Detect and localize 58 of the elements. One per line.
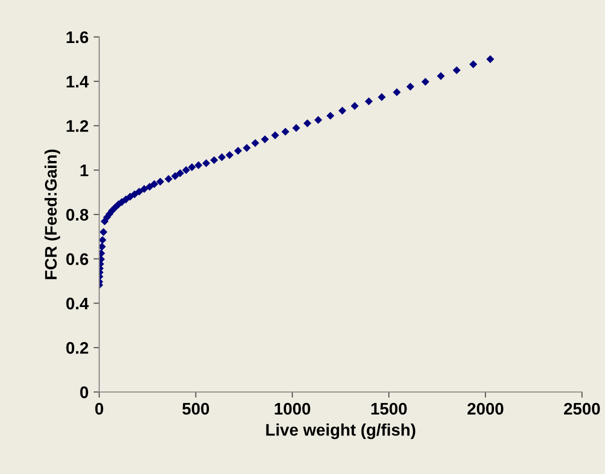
- point: [99, 242, 106, 251]
- point: [303, 119, 312, 128]
- point: [188, 163, 196, 172]
- point: [218, 153, 226, 162]
- y-axis-title: FCR (Feed:Gain): [44, 150, 60, 280]
- point: [292, 124, 300, 132]
- y-tick-label: 1.6: [66, 31, 88, 44]
- point: [99, 236, 106, 244]
- point: [146, 182, 154, 191]
- point: [126, 192, 134, 201]
- point: [392, 88, 401, 96]
- point: [406, 82, 414, 91]
- point: [135, 188, 144, 196]
- point: [130, 190, 138, 198]
- point: [314, 116, 322, 124]
- x-tick-label: 2000: [467, 402, 504, 415]
- point: [182, 166, 190, 174]
- x-tick-label: 1000: [274, 402, 310, 415]
- x-tick-label: 0: [95, 402, 104, 415]
- point: [469, 60, 478, 68]
- y-tick-label: 1.2: [66, 120, 88, 132]
- y-tick-label: 1.4: [66, 76, 89, 88]
- point: [210, 156, 218, 164]
- point: [242, 144, 251, 152]
- x-axis-title: Live weight (g/fish): [266, 424, 416, 440]
- point: [234, 146, 242, 155]
- point: [326, 112, 334, 120]
- y-tick-label: 0.8: [66, 208, 88, 221]
- point: [251, 139, 260, 147]
- point: [338, 106, 346, 115]
- point: [194, 161, 202, 170]
- x-tick-label: 2500: [564, 402, 600, 415]
- point: [378, 93, 386, 102]
- point: [271, 131, 280, 140]
- point: [350, 102, 359, 110]
- x-tick-label: 1500: [371, 402, 407, 415]
- y-tick-label: 0.4: [66, 298, 89, 310]
- point: [164, 175, 172, 183]
- point: [452, 66, 461, 74]
- y-tick-label: 0.2: [66, 342, 88, 354]
- point: [100, 228, 108, 236]
- point: [281, 128, 290, 136]
- point: [364, 97, 373, 106]
- point: [421, 78, 430, 86]
- point: [176, 169, 184, 178]
- point: [140, 185, 148, 193]
- point: [150, 180, 158, 188]
- x-tick-label: 500: [182, 402, 209, 415]
- point: [202, 159, 210, 168]
- point: [226, 151, 234, 159]
- point: [436, 72, 445, 80]
- point: [171, 172, 180, 180]
- y-tick-label: 0: [80, 386, 88, 398]
- y-tick-label: 1: [80, 164, 88, 176]
- point: [486, 55, 494, 64]
- point: [156, 178, 164, 186]
- point: [260, 135, 269, 144]
- y-tick-label: 0.6: [66, 253, 88, 266]
